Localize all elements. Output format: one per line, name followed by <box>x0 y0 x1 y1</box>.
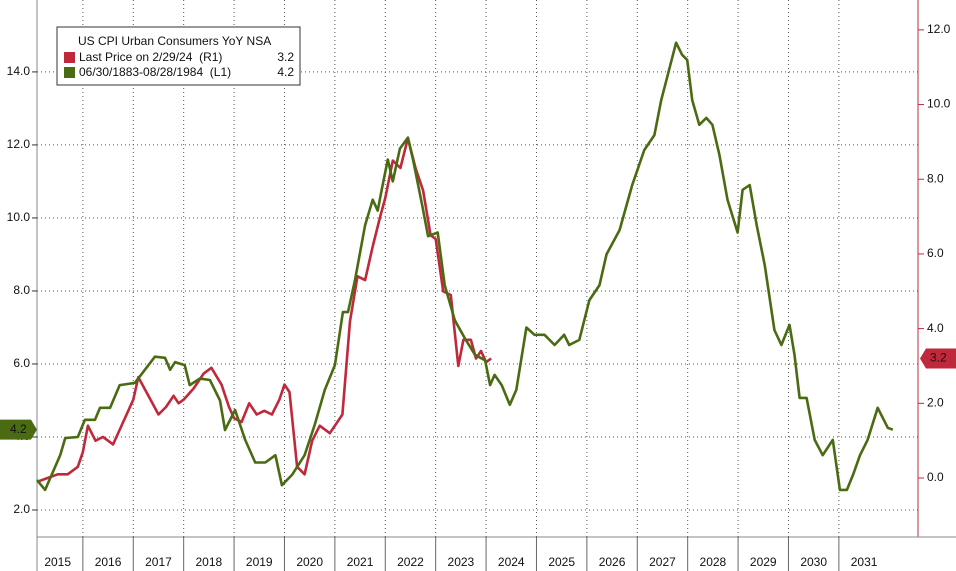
x-tick-label: 2018 <box>196 555 223 569</box>
y2-tick-label: 6.0 <box>927 246 944 260</box>
legend-label: Last Price on 2/29/24 (R1) <box>79 50 222 64</box>
legend-value: 3.2 <box>277 50 294 64</box>
x-tick-label: 2017 <box>145 555 172 569</box>
x-tick-label: 2029 <box>750 555 777 569</box>
legend: US CPI Urban Consumers YoY NSA Last Pric… <box>56 26 301 86</box>
y-tick-label: 2.0 <box>13 502 30 516</box>
x-tick-label: 2024 <box>498 555 525 569</box>
last-value-badge <box>920 348 956 369</box>
x-tick-label: 2028 <box>700 555 727 569</box>
x-tick-label: 2021 <box>347 555 374 569</box>
y-tick-label: 6.0 <box>13 356 30 370</box>
y2-tick-label: 0.0 <box>927 470 944 484</box>
badges: 3.2 4.2 <box>0 348 956 440</box>
last-value-label: 4.2 <box>10 422 27 436</box>
legend-swatch <box>64 67 75 78</box>
grid: 2.04.06.08.010.012.014.00.02.04.06.08.01… <box>7 0 951 571</box>
y2-tick-label: 2.0 <box>927 395 944 409</box>
y2-tick-label: 4.0 <box>927 321 944 335</box>
y2-tick-label: 10.0 <box>927 97 951 111</box>
x-tick-label: 2025 <box>548 555 575 569</box>
lines <box>35 41 894 492</box>
x-tick-label: 2027 <box>649 555 676 569</box>
y-tick-label: 8.0 <box>13 283 30 297</box>
x-tick-label: 2019 <box>246 555 273 569</box>
legend-swatch <box>64 52 75 63</box>
y2-tick-label: 8.0 <box>927 171 944 185</box>
legend-title: US CPI Urban Consumers YoY NSA <box>78 34 271 48</box>
y-tick-label: 14.0 <box>7 64 31 78</box>
series-line <box>37 136 492 483</box>
legend-box <box>56 26 301 86</box>
y-tick-label: 10.0 <box>7 210 31 224</box>
y-tick-label: 12.0 <box>7 137 31 151</box>
x-tick-label: 2030 <box>800 555 827 569</box>
x-tick-label: 2023 <box>448 555 475 569</box>
x-tick-label: 2020 <box>296 555 323 569</box>
x-tick-label: 2016 <box>95 555 122 569</box>
x-tick-label: 2022 <box>397 555 424 569</box>
last-value-label: 3.2 <box>930 351 947 365</box>
last-value-badge <box>0 419 37 440</box>
x-tick-label: 2026 <box>599 555 626 569</box>
legend-label: 06/30/1883-08/28/1984 (L1) <box>79 65 231 79</box>
y2-tick-label: 12.0 <box>927 22 951 36</box>
x-tick-label: 2031 <box>851 555 878 569</box>
series-line <box>35 41 894 492</box>
x-tick-label: 2015 <box>44 555 71 569</box>
legend-value: 4.2 <box>277 65 294 79</box>
